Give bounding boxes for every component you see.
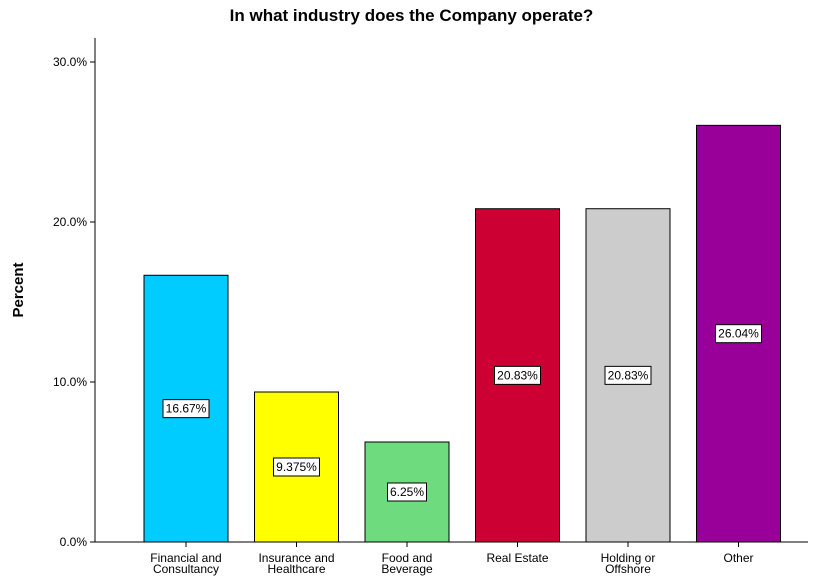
x-tick-label: Real Estate	[486, 551, 548, 565]
data-label-box	[387, 482, 427, 502]
y-axis-label: Percent	[10, 262, 27, 317]
y-tick-label: 30.0%	[53, 55, 87, 69]
data-label-text: 20.83%	[608, 368, 649, 382]
bar	[364, 441, 450, 543]
bars	[143, 124, 781, 543]
data-labels: 16.67% 9.375% 6.25% 20.83% 20.83% 26.04%	[162, 324, 762, 502]
data-label-box	[273, 457, 320, 477]
data-label: 20.83%	[604, 365, 652, 385]
x-tick-label: Other	[723, 551, 753, 565]
data-label: 26.04%	[715, 324, 762, 344]
y-tick-label: 0.0%	[60, 535, 88, 549]
x-tick-label: Financial and	[150, 551, 221, 565]
x-tick-label: Food and	[382, 551, 433, 565]
data-label-text: 16.67%	[166, 402, 207, 416]
x-tick-label: Holding or	[601, 551, 656, 565]
data-label: 6.25%	[387, 482, 427, 502]
data-label-box	[162, 399, 210, 419]
x-tick-label: Consultancy	[153, 562, 219, 576]
data-label-box	[494, 365, 541, 385]
y-tick-label: 10.0%	[53, 375, 87, 389]
x-tick-label: Beverage	[381, 562, 433, 576]
x-tick-label: Offshore	[605, 562, 651, 576]
data-label-box	[715, 324, 762, 344]
axes: 0.0% 10.0% 20.0% 30.0% Percent Financial andC…	[10, 38, 808, 576]
y-tick-label: 20.0%	[53, 215, 87, 229]
data-label-text: 6.25%	[390, 485, 424, 499]
data-label-box	[604, 365, 652, 385]
data-label-text: 26.04%	[718, 327, 759, 341]
data-label-text: 20.83%	[497, 368, 538, 382]
data-label-text: 9.375%	[276, 460, 317, 474]
x-tick-label: Insurance and	[258, 551, 334, 565]
data-label: 16.67%	[162, 399, 210, 419]
x-tick-label: Healthcare	[267, 562, 325, 576]
chart-title: In what industry does the Company operat…	[229, 6, 594, 25]
data-label: 20.83%	[494, 365, 541, 385]
data-label: 9.375%	[273, 457, 320, 477]
